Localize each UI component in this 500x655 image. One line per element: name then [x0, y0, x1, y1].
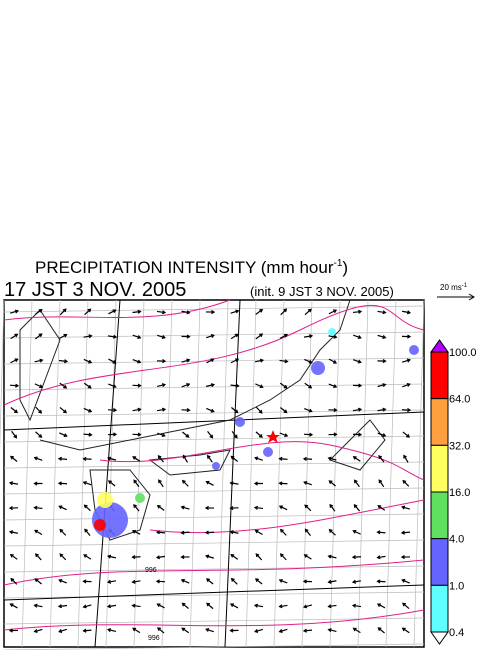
wind-label-text: 20 ms: [440, 283, 462, 292]
precip-area: [94, 519, 106, 531]
colorbar-box: [431, 539, 448, 586]
title-end: ): [342, 258, 348, 277]
precip-area: [311, 361, 325, 375]
colorbar-box: [431, 445, 448, 492]
colorbar-under: [431, 632, 448, 644]
colorbar-label: 100.0: [449, 347, 477, 359]
colorbar: 100.0 64.0 32.0 16.0 4.0 1.0 0.4: [431, 340, 477, 644]
colorbar-label: 0.4: [449, 627, 464, 639]
precip-area: [409, 345, 419, 355]
colorbar-box: [431, 352, 448, 399]
precip-area: [235, 417, 245, 427]
title: PRECIPITATION INTENSITY (mm hour-1): [35, 258, 348, 277]
title-text: PRECIPITATION INTENSITY (mm hour: [35, 258, 334, 277]
precip-area: [328, 328, 336, 336]
wind-legend-arrow: [437, 294, 474, 300]
colorbar-box: [431, 585, 448, 632]
colorbar-label: 64.0: [449, 394, 470, 406]
wind-label-sup: -1: [462, 283, 468, 289]
colorbar-label: 4.0: [449, 534, 464, 546]
colorbar-label: 32.0: [449, 440, 470, 452]
precip-area: [97, 492, 113, 508]
isobar-label: 996: [145, 567, 157, 574]
wind-legend-label: 20 ms-1: [440, 283, 468, 292]
map: 996 996: [0, 300, 424, 650]
colorbar-over: [431, 340, 448, 352]
valid-time: 17 JST 3 NOV. 2005: [4, 279, 186, 301]
colorbar-label: 1.0: [449, 580, 464, 592]
colorbar-label: 16.0: [449, 487, 470, 499]
precip-area: [212, 462, 220, 470]
colorbar-box: [431, 492, 448, 539]
precip-area: [135, 493, 145, 503]
isobar-label: 996: [148, 635, 160, 642]
precip-area: [263, 447, 273, 457]
init-time: (init. 9 JST 3 NOV. 2005): [250, 284, 394, 299]
colorbar-box: [431, 399, 448, 446]
